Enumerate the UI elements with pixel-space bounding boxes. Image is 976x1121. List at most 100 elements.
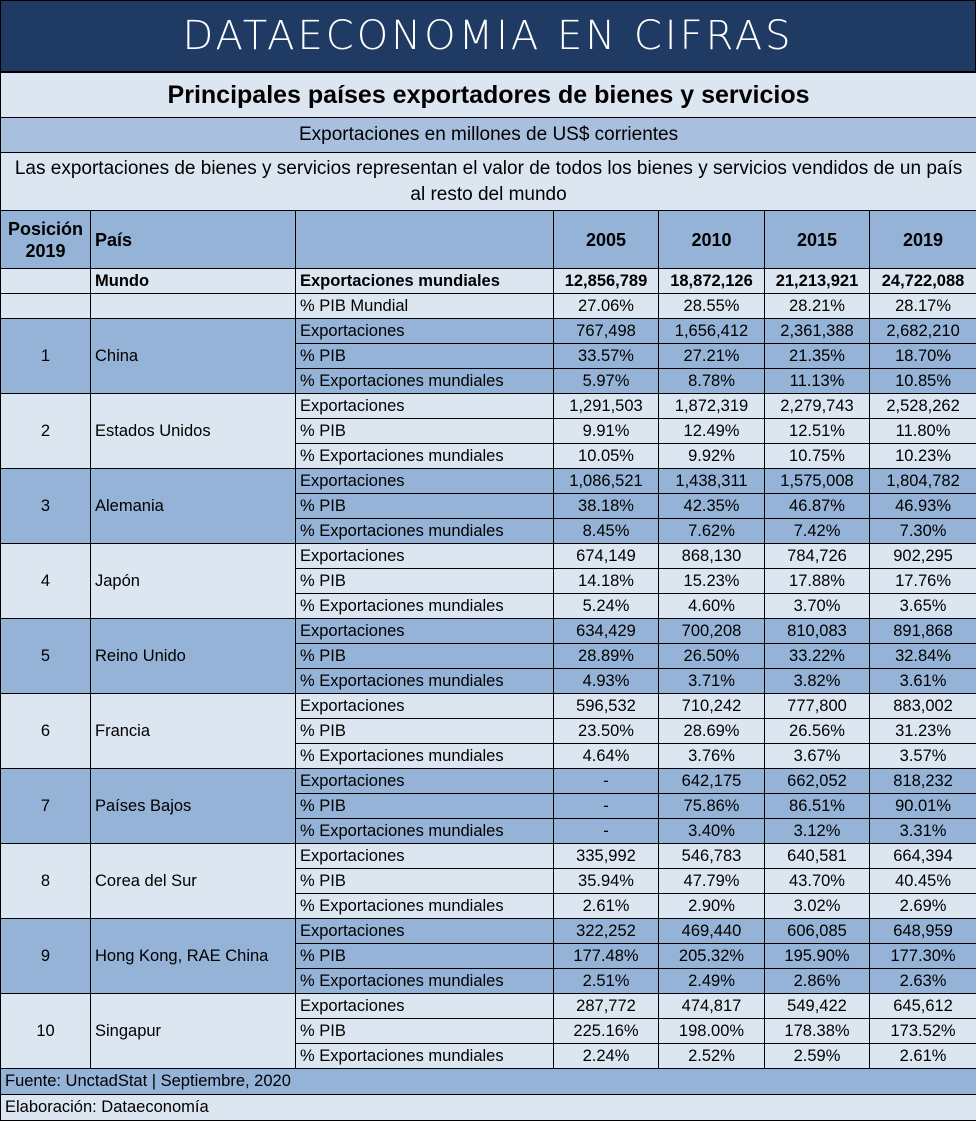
metric-value: 7.30% <box>870 519 976 544</box>
metric-value: 17.76% <box>870 569 976 594</box>
header-row: Posición 2019 País 2005 2010 2015 2019 <box>1 211 976 269</box>
metric-value: 3.57% <box>870 744 976 769</box>
metric-value: 18.70% <box>870 344 976 369</box>
metric-value: 26.56% <box>765 719 870 744</box>
metric-value: 1,804,782 <box>870 469 976 494</box>
metric-value: 173.52% <box>870 1019 976 1044</box>
world-exports-label: Exportaciones mundiales <box>296 269 554 294</box>
country-position: 1 <box>1 319 91 394</box>
metric-value: 2.63% <box>870 969 976 994</box>
metric-value: 3.65% <box>870 594 976 619</box>
country-name: Países Bajos <box>91 769 296 844</box>
metric-value: 3.70% <box>765 594 870 619</box>
country-name: Francia <box>91 694 296 769</box>
metric-value: 10.85% <box>870 369 976 394</box>
metric-value: 818,232 <box>870 769 976 794</box>
metric-value: 784,726 <box>765 544 870 569</box>
metric-value: 777,800 <box>765 694 870 719</box>
world-value: 21,213,921 <box>765 269 870 294</box>
metric-value: 46.93% <box>870 494 976 519</box>
metric-label: % PIB <box>296 944 554 969</box>
metric-value: 868,130 <box>659 544 765 569</box>
metric-label: Exportaciones <box>296 544 554 569</box>
metric-value: 205.32% <box>659 944 765 969</box>
world-value: 12,856,789 <box>554 269 659 294</box>
world-gdp-value: 27.06% <box>554 294 659 319</box>
metric-value: 662,052 <box>765 769 870 794</box>
metric-value: 32.84% <box>870 644 976 669</box>
metric-label: Exportaciones <box>296 469 554 494</box>
metric-value: 15.23% <box>659 569 765 594</box>
metric-value: 2.69% <box>870 894 976 919</box>
metric-value: 47.79% <box>659 869 765 894</box>
metric-value: 810,083 <box>765 619 870 644</box>
country-name: China <box>91 319 296 394</box>
metric-value: 546,783 <box>659 844 765 869</box>
metric-value: - <box>554 794 659 819</box>
country-name: Corea del Sur <box>91 844 296 919</box>
metric-value: 198.00% <box>659 1019 765 1044</box>
metric-value: 14.18% <box>554 569 659 594</box>
metric-value: 3.82% <box>765 669 870 694</box>
metric-value: 225.16% <box>554 1019 659 1044</box>
metric-value: 883,002 <box>870 694 976 719</box>
metric-value: 7.42% <box>765 519 870 544</box>
metric-value: 28.69% <box>659 719 765 744</box>
metric-value: 2.52% <box>659 1044 765 1069</box>
metric-value: 634,429 <box>554 619 659 644</box>
credit-note: Elaboración: Dataeconomía <box>1 1095 976 1121</box>
metric-value: 4.60% <box>659 594 765 619</box>
world-gdp-value: 28.17% <box>870 294 976 319</box>
country-position: 7 <box>1 769 91 844</box>
world-value: 18,872,126 <box>659 269 765 294</box>
metric-value: 9.91% <box>554 419 659 444</box>
metric-label: Exportaciones <box>296 694 554 719</box>
country-position: 4 <box>1 544 91 619</box>
metric-value: 642,175 <box>659 769 765 794</box>
metric-value: 3.40% <box>659 819 765 844</box>
metric-value: 21.35% <box>765 344 870 369</box>
metric-value: 28.89% <box>554 644 659 669</box>
metric-label: Exportaciones <box>296 394 554 419</box>
metric-value: 648,959 <box>870 919 976 944</box>
metric-label: % PIB <box>296 344 554 369</box>
metric-value: 2.49% <box>659 969 765 994</box>
metric-label: % PIB <box>296 869 554 894</box>
metric-value: 12.49% <box>659 419 765 444</box>
metric-value: 2.90% <box>659 894 765 919</box>
metric-value: 5.97% <box>554 369 659 394</box>
metric-value: 3.02% <box>765 894 870 919</box>
metric-label: Exportaciones <box>296 994 554 1019</box>
country-name: Reino Unido <box>91 619 296 694</box>
country-name: Singapur <box>91 994 296 1069</box>
metric-label: % Exportaciones mundiales <box>296 594 554 619</box>
metric-value: 86.51% <box>765 794 870 819</box>
country-name: Japón <box>91 544 296 619</box>
metric-value: 640,581 <box>765 844 870 869</box>
metric-value: 5.24% <box>554 594 659 619</box>
metric-value: 606,085 <box>765 919 870 944</box>
metric-label: % Exportaciones mundiales <box>296 369 554 394</box>
world-position <box>1 269 91 294</box>
country-position: 2 <box>1 394 91 469</box>
metric-value: 38.18% <box>554 494 659 519</box>
country-position: 3 <box>1 469 91 544</box>
metric-label: % PIB <box>296 494 554 519</box>
metric-value: 2.59% <box>765 1044 870 1069</box>
metric-label: % PIB <box>296 644 554 669</box>
metric-value: 710,242 <box>659 694 765 719</box>
metric-label: % PIB <box>296 569 554 594</box>
metric-value: 9.92% <box>659 444 765 469</box>
brand-banner: DATAECONOMIA EN CIFRAS <box>0 0 976 72</box>
metric-value: 700,208 <box>659 619 765 644</box>
table-description: Las exportaciones de bienes y servicios … <box>1 153 976 211</box>
metric-label: Exportaciones <box>296 844 554 869</box>
metric-value: 322,252 <box>554 919 659 944</box>
metric-value: 177.48% <box>554 944 659 969</box>
metric-value: 2,361,388 <box>765 319 870 344</box>
header-metric <box>296 211 554 269</box>
metric-value: 8.45% <box>554 519 659 544</box>
metric-label: % Exportaciones mundiales <box>296 1044 554 1069</box>
